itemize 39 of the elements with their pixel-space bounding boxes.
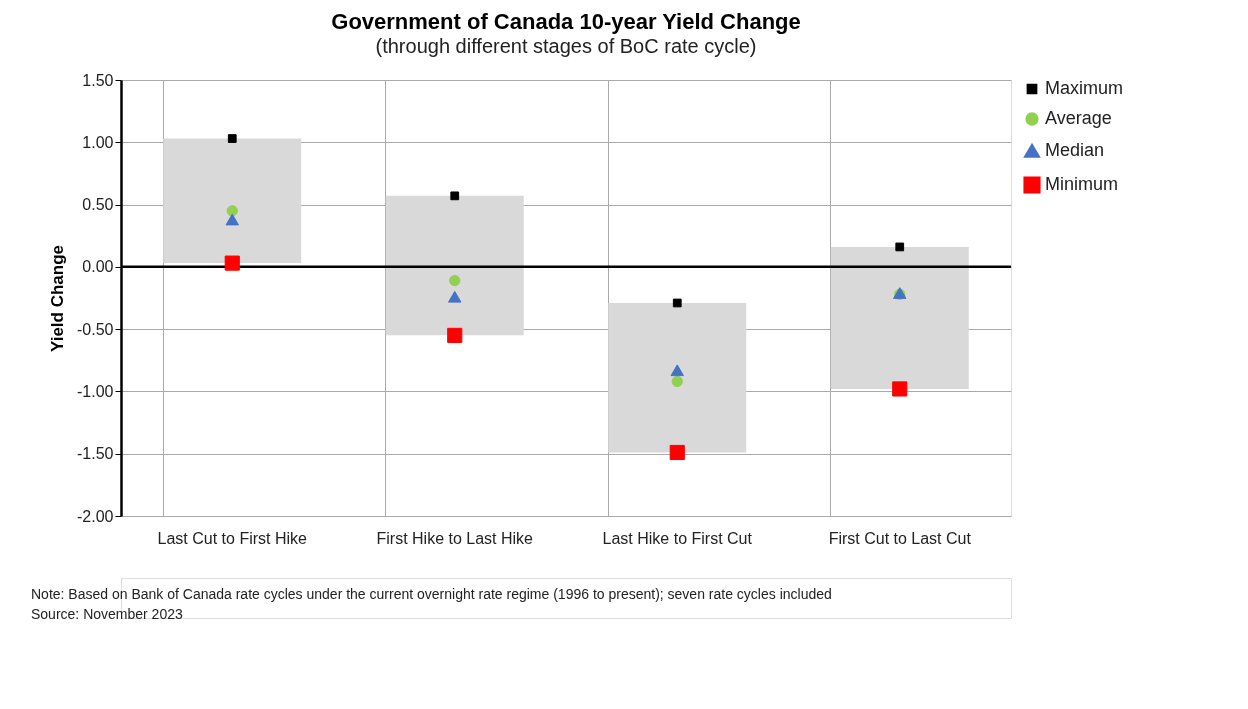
point xyxy=(225,213,239,226)
text: Note: Based on Bank of Canada rate cycles under the current overnight rate regime (1996 to present); seven rate cycles included xyxy=(31,586,832,602)
point xyxy=(447,327,463,343)
y-tick-label: 0.50 xyxy=(82,196,114,214)
y-tick-label: -1.50 xyxy=(77,445,114,463)
y-tick-label: 1.50 xyxy=(82,71,114,89)
point xyxy=(227,134,237,143)
chart-subtitle: (through different stages of BoC rate cycle) xyxy=(375,35,757,57)
y-tick-label: -2.00 xyxy=(77,507,114,525)
x-tick-label: First Cut to Last Cut xyxy=(828,529,972,547)
y-axis-title: Yield Change xyxy=(48,244,68,353)
x-tick-label: First Hike to Last Hike xyxy=(376,529,534,547)
x-tick-label: Last Hike to First Cut xyxy=(602,529,753,547)
y-tick-label: -0.50 xyxy=(77,320,114,338)
point xyxy=(895,242,905,252)
bar xyxy=(163,138,302,264)
legend-label: Median xyxy=(1045,140,1105,160)
point xyxy=(670,364,684,377)
legend-label: Minimum xyxy=(1045,174,1119,194)
x-tick-label: Last Cut to First Hike xyxy=(157,529,308,547)
point xyxy=(669,444,685,461)
legend-label: Average xyxy=(1045,108,1112,128)
bar xyxy=(385,195,524,336)
y-tick-label: 0.00 xyxy=(82,258,114,276)
bar xyxy=(830,246,969,389)
point xyxy=(224,255,240,271)
point xyxy=(449,274,461,287)
legend-label: Maximum xyxy=(1045,78,1124,98)
point xyxy=(672,298,682,308)
y-tick-label: 1.00 xyxy=(82,133,114,151)
y-tick-label: -1.00 xyxy=(77,382,114,400)
point xyxy=(448,290,462,303)
source-note: Source: November 2023 xyxy=(31,606,183,622)
point xyxy=(226,205,238,217)
point xyxy=(450,191,460,201)
chart-title: Government of Canada 10-year Yield Change xyxy=(331,9,801,34)
bar xyxy=(608,302,747,453)
point xyxy=(892,381,908,397)
point xyxy=(671,375,683,388)
